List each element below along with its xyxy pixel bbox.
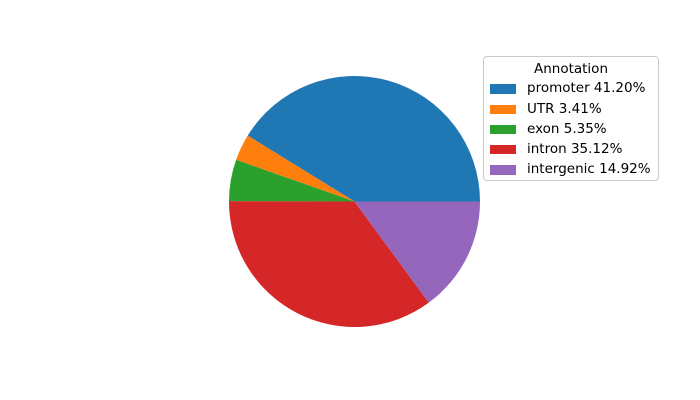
legend: Annotation promoter 41.20% UTR 3.41% exo…	[483, 56, 659, 181]
legend-swatch-utr	[490, 104, 516, 115]
legend-item-intergenic: intergenic 14.92%	[490, 160, 652, 180]
legend-title: Annotation	[533, 61, 609, 77]
legend-swatch-intergenic	[490, 165, 516, 175]
pie-slice-promoter	[247, 75, 480, 202]
legend-label-intron: intron 35.12%	[527, 140, 623, 157]
legend-item-intron: intron 35.12%	[490, 140, 652, 160]
legend-item-exon: exon 5.35%	[490, 119, 652, 139]
legend-item-promoter: promoter 41.20%	[490, 79, 652, 99]
legend-label-exon: exon 5.35%	[527, 120, 607, 137]
legend-swatch-promoter	[490, 84, 516, 94]
pie-slice-exon	[229, 159, 355, 202]
legend-swatch-intron	[490, 144, 516, 155]
pie-slice-UTR	[236, 135, 355, 202]
legend-item-utr: UTR 3.41%	[490, 99, 652, 119]
pie-slice-intergenic	[354, 201, 480, 303]
legend-label-intergenic: intergenic 14.92%	[527, 161, 651, 178]
pie-slice-intron	[228, 201, 429, 328]
legend-swatch-exon	[490, 124, 516, 135]
legend-label-utr: UTR 3.41%	[527, 100, 602, 117]
legend-label-promoter: promoter 41.20%	[527, 80, 646, 97]
